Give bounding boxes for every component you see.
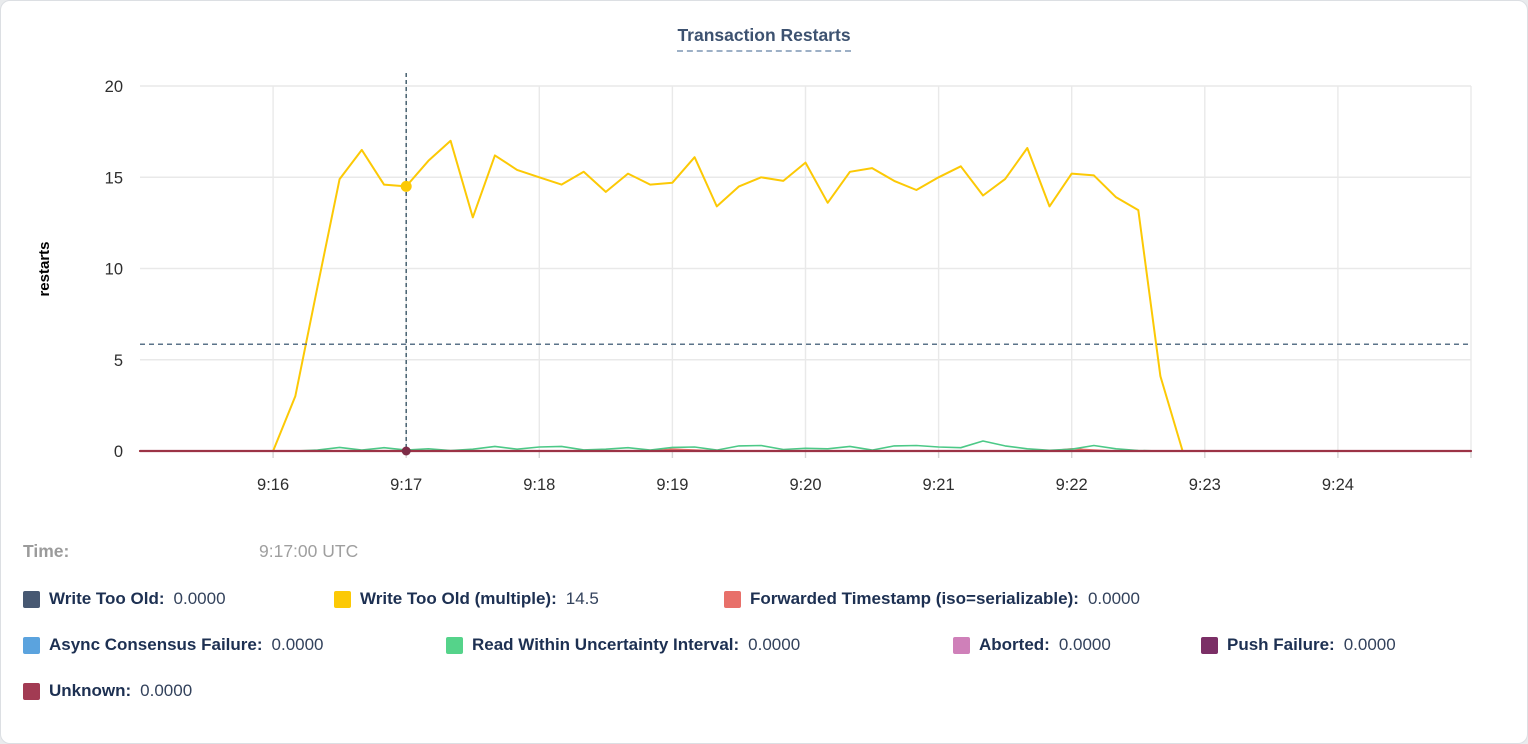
chart-title[interactable]: Transaction Restarts [677, 25, 851, 52]
time-value: 9:17:00 UTC [259, 541, 359, 561]
x-axis-tick-label: 9:16 [257, 476, 289, 494]
legend-value: 0.0000 [271, 635, 324, 654]
x-axis-tick-label: 9:19 [656, 476, 688, 494]
x-axis-tick-label: 9:23 [1189, 476, 1221, 494]
legend-row-2: Async Consensus Failure: 0.0000 Read Wit… [1, 635, 1527, 657]
legend-label: Push Failure: [1227, 635, 1335, 654]
legend-label: Write Too Old: [49, 589, 165, 608]
x-axis-tick-label: 9:18 [523, 476, 555, 494]
legend-item-push-failure: Push Failure: 0.0000 [1201, 635, 1396, 655]
legend-label: Aborted: [979, 635, 1050, 654]
legend-swatch [1201, 636, 1218, 654]
legend-item-read-within-uncertainty: Read Within Uncertainty Interval: 0.0000 [446, 635, 800, 655]
legend-row-1: Write Too Old: 0.0000 Write Too Old (mul… [1, 589, 1527, 611]
chart-title-row: Transaction Restarts [1, 25, 1527, 52]
legend-value: 0.0000 [140, 681, 193, 700]
y-axis-label: restarts [36, 241, 53, 296]
legend-label: Forwarded Timestamp (iso=serializable): [750, 589, 1079, 608]
y-axis-tick-label: 0 [114, 443, 123, 461]
legend-item-write-too-old-multiple: Write Too Old (multiple): 14.5 [334, 589, 599, 609]
time-label: Time: [23, 541, 70, 561]
legend-item-forwarded-timestamp: Forwarded Timestamp (iso=serializable): … [724, 589, 1140, 609]
legend-value: 0.0000 [1058, 635, 1111, 654]
hover-time-row: Time: 9:17:00 UTC [1, 541, 1527, 565]
hover-dot [400, 180, 412, 192]
legend-value: 0.0000 [173, 589, 226, 608]
hover-dot [401, 446, 411, 456]
legend-swatch [23, 590, 40, 608]
legend-label: Async Consensus Failure: [49, 635, 263, 654]
x-axis-tick-label: 9:17 [390, 476, 422, 494]
y-axis-tick-label: 15 [105, 169, 123, 187]
legend-swatch [334, 590, 351, 608]
legend-value: 0.0000 [748, 635, 801, 654]
series-read-within-uncertainty-interval [294, 440, 1162, 452]
transaction-restarts-chart[interactable]: 0 5 10 15 20 9:16 9:17 9:18 9:19 9:20 9:21 9:22 9:23… [1, 1, 1528, 509]
legend-item-unknown: Unknown: 0.0000 [23, 681, 192, 701]
legend-swatch [724, 590, 741, 608]
legend-item-aborted: Aborted: 0.0000 [953, 635, 1111, 655]
legend-label: Read Within Uncertainty Interval: [472, 635, 740, 654]
legend-label: Write Too Old (multiple): [360, 589, 557, 608]
y-axis-tick-label: 5 [114, 352, 123, 370]
legend-swatch [446, 636, 463, 654]
y-axis-tick-label: 10 [105, 261, 123, 279]
legend-swatch [23, 682, 40, 700]
legend-label: Unknown: [49, 681, 132, 700]
legend-item-write-too-old: Write Too Old: 0.0000 [23, 589, 226, 609]
legend-swatch [23, 636, 40, 654]
x-axis-tick-label: 9:24 [1322, 476, 1354, 494]
series-write-too-old-multiple- [139, 139, 1184, 452]
x-axis-tick-label: 9:21 [923, 476, 955, 494]
legend-swatch [953, 636, 970, 654]
x-axis-tick-label: 9:20 [789, 476, 821, 494]
legend-row-3: Unknown: 0.0000 [1, 681, 1527, 703]
legend-value: 0.0000 [1343, 635, 1396, 654]
legend-value: 14.5 [565, 589, 599, 608]
x-axis-tick-label: 9:22 [1056, 476, 1088, 494]
legend-value: 0.0000 [1087, 589, 1140, 608]
y-axis-tick-label: 20 [105, 78, 123, 96]
legend-item-async-consensus-failure: Async Consensus Failure: 0.0000 [23, 635, 324, 655]
